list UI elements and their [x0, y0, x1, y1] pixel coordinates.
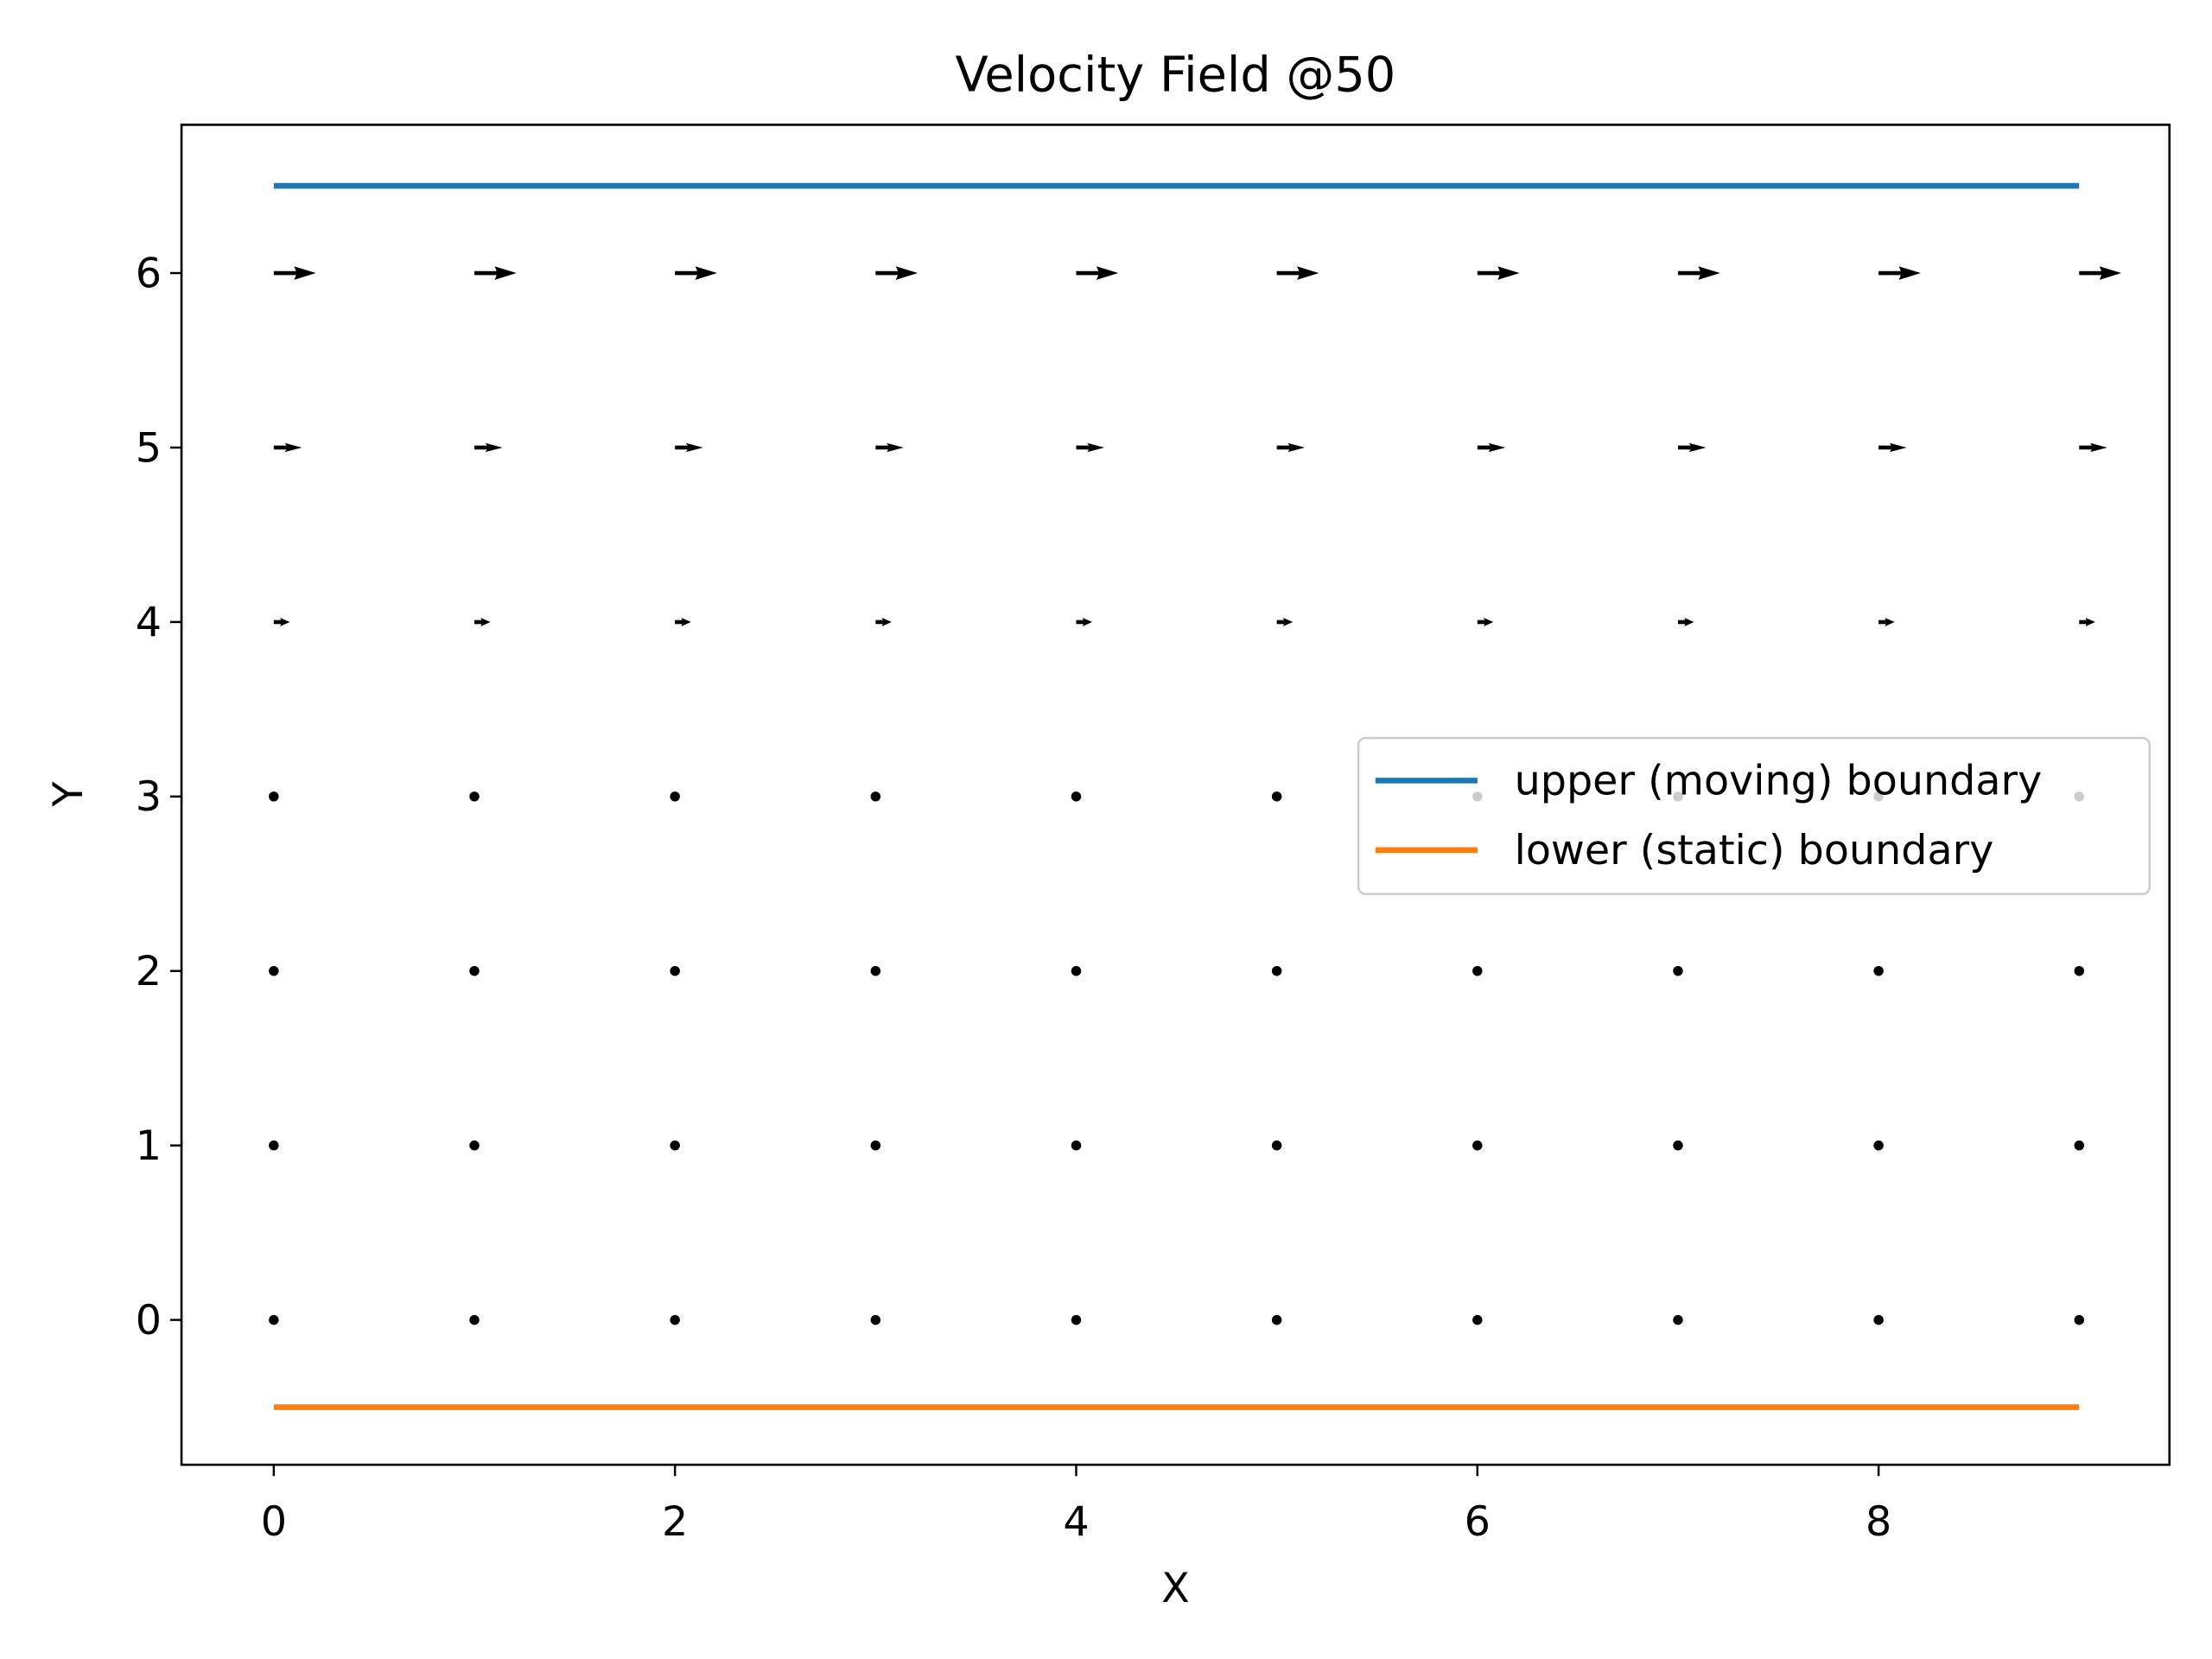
- zero-vector: [1271, 1140, 1282, 1151]
- zero-vector: [1071, 1314, 1082, 1325]
- zero-vector: [469, 965, 480, 976]
- vector-arrow: [1276, 442, 1306, 453]
- vector-arrow: [2079, 617, 2095, 626]
- chart-title: Velocity Field @50: [956, 47, 1396, 103]
- zero-vector: [1673, 1140, 1683, 1151]
- legend-label: lower (static) boundary: [1515, 827, 1994, 874]
- vector-arrow: [474, 617, 491, 626]
- vector-arrow: [1276, 617, 1294, 626]
- vector-arrow: [675, 617, 691, 626]
- zero-vector: [1271, 965, 1282, 976]
- y-tick-label: 4: [136, 599, 162, 646]
- vector-arrow: [1677, 617, 1694, 626]
- y-tick-label: 1: [136, 1122, 162, 1170]
- vector-arrow: [273, 442, 302, 453]
- vector-arrow: [1677, 266, 1720, 280]
- plot-frame: [180, 124, 2171, 1466]
- vector-arrow: [875, 617, 892, 626]
- vector-arrow: [1878, 266, 1921, 280]
- y-axis-label: Y: [45, 781, 92, 808]
- zero-vector: [870, 965, 881, 976]
- vector-arrow: [273, 266, 316, 280]
- vector-arrow: [1477, 442, 1506, 453]
- x-tick-label: 2: [662, 1498, 688, 1546]
- zero-vector: [670, 1140, 680, 1151]
- zero-vector: [1071, 1140, 1082, 1151]
- legend-box: [1357, 736, 2152, 895]
- x-axis-label: X: [1161, 1565, 1190, 1612]
- zero-vector: [1673, 1314, 1683, 1325]
- y-tick-label: 6: [136, 250, 162, 297]
- zero-vector: [870, 1314, 881, 1325]
- zero-vector: [2074, 965, 2085, 976]
- vector-arrow: [474, 266, 517, 280]
- x-tick-label: 0: [261, 1498, 287, 1546]
- zero-vector: [870, 1140, 881, 1151]
- zero-vector: [1271, 791, 1282, 802]
- vector-arrow: [2079, 442, 2107, 453]
- vector-arrow: [474, 442, 503, 453]
- zero-vector: [269, 791, 279, 802]
- vector-arrow: [875, 442, 904, 453]
- zero-vector: [1873, 1140, 1884, 1151]
- vector-arrow: [1076, 266, 1119, 280]
- zero-vector: [269, 1140, 279, 1151]
- zero-vector: [870, 791, 881, 802]
- zero-vector: [1472, 1140, 1483, 1151]
- vector-arrow: [2079, 266, 2122, 280]
- vector-arrow: [875, 266, 918, 280]
- vector-arrow: [675, 442, 703, 453]
- y-tick-label: 5: [136, 424, 162, 472]
- zero-vector: [1071, 965, 1082, 976]
- zero-vector: [670, 791, 680, 802]
- zero-vector: [1071, 791, 1082, 802]
- zero-vector: [469, 1314, 480, 1325]
- zero-vector: [1873, 965, 1884, 976]
- zero-vector: [1673, 965, 1683, 976]
- vector-arrow: [1878, 617, 1895, 626]
- zero-vector: [670, 965, 680, 976]
- zero-vector: [469, 1140, 480, 1151]
- zero-vector: [1472, 965, 1483, 976]
- vector-arrow: [675, 266, 717, 280]
- zero-vector: [2074, 1314, 2085, 1325]
- zero-vector: [1472, 1314, 1483, 1325]
- zero-vector: [1271, 1314, 1282, 1325]
- zero-vector: [469, 791, 480, 802]
- legend: upper (moving) boundary lower (static) bo…: [1357, 736, 2152, 895]
- legend-label: upper (moving) boundary: [1515, 758, 2043, 805]
- y-tick-label: 2: [136, 948, 162, 995]
- vector-arrow: [1477, 617, 1494, 626]
- zero-vector: [2074, 1140, 2085, 1151]
- zero-vector: [1873, 1314, 1884, 1325]
- x-tick-label: 4: [1063, 1498, 1089, 1546]
- x-tick-label: 8: [1866, 1498, 1891, 1546]
- y-tick-label: 3: [136, 773, 162, 821]
- zero-vector: [269, 1314, 279, 1325]
- vector-arrow: [1477, 266, 1520, 280]
- vector-arrow: [273, 617, 290, 626]
- vector-arrow: [1878, 442, 1907, 453]
- vector-arrow: [1677, 442, 1707, 453]
- vector-arrow: [1076, 617, 1093, 626]
- vector-arrow: [1276, 266, 1319, 280]
- zero-vector: [269, 965, 279, 976]
- zero-vector: [670, 1314, 680, 1325]
- vector-arrow: [1076, 442, 1104, 453]
- y-tick-label: 0: [136, 1297, 162, 1344]
- x-tick-label: 6: [1465, 1498, 1491, 1546]
